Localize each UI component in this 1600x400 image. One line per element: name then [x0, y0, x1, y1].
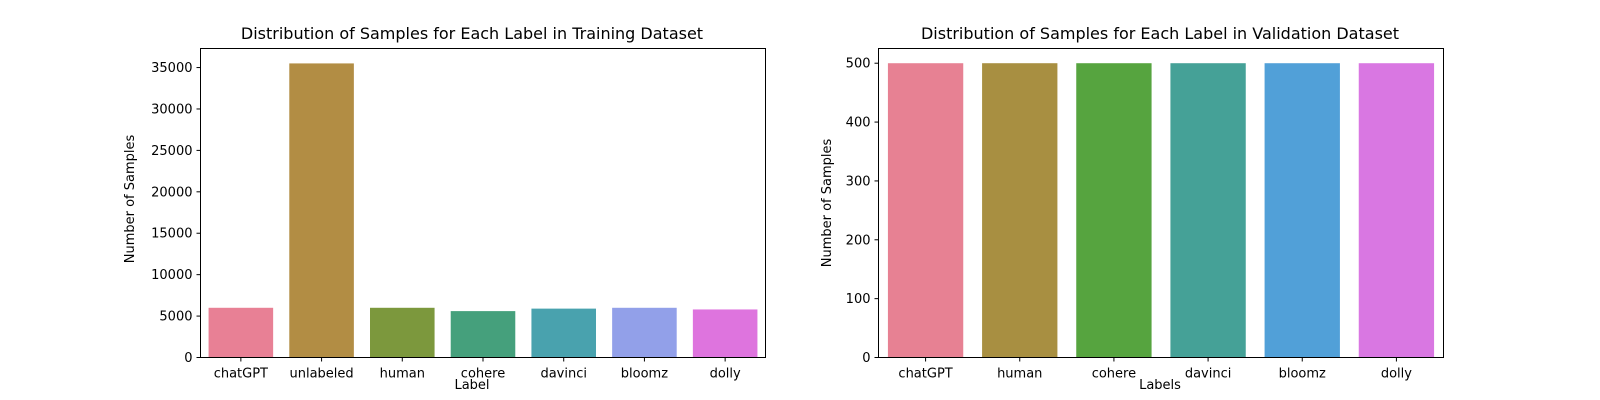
training-bar-dolly — [692, 309, 758, 358]
validation-x-tick-label: davinci — [1185, 367, 1232, 382]
validation-bar-human — [982, 63, 1058, 358]
training-x-tick-label: human — [380, 367, 425, 382]
validation-bar-bloomz — [1264, 63, 1340, 358]
validation-x-tick-label: bloomz — [1279, 367, 1326, 382]
training-plot-frame — [200, 48, 766, 358]
validation-x-tick-label: cohere — [1092, 367, 1136, 382]
validation-y-axis-label: Number of Samples — [820, 139, 835, 268]
validation-x-tick-label: dolly — [1381, 367, 1412, 382]
validation-y-tick-label: 400 — [846, 116, 871, 131]
validation-bar-davinci — [1170, 63, 1246, 358]
training-y-ticks: 0 5000 10000 15000 20000 25000 30000 35000 — [151, 61, 201, 366]
validation-bar-chatgpt — [887, 63, 964, 358]
training-bar-bloomz — [612, 307, 677, 358]
validation-y-tick-label: 500 — [846, 57, 871, 72]
validation-x-ticks: chatGPT human cohere davinci bloomz dolly — [898, 357, 1412, 382]
validation-chart: Distribution of Samples for Each Label i… — [820, 24, 1444, 393]
validation-y-tick-label: 300 — [846, 174, 871, 189]
training-y-tick-label: 35000 — [151, 61, 192, 76]
training-x-tick-label: cohere — [461, 367, 505, 382]
validation-y-tick-label: 100 — [846, 292, 871, 307]
validation-x-tick-label: human — [997, 367, 1042, 382]
validation-x-axis-label: Labels — [1139, 378, 1181, 393]
training-x-tick-label: dolly — [710, 367, 741, 382]
training-y-axis-label: Number of Samples — [123, 135, 138, 264]
training-bar-human — [370, 307, 435, 358]
validation-bar-cohere — [1076, 63, 1152, 358]
training-y-tick-label: 0 — [184, 351, 192, 366]
validation-y-tick-label: 0 — [862, 351, 870, 366]
training-x-tick-label: davinci — [540, 367, 587, 382]
validation-plot-frame — [878, 48, 1444, 358]
validation-x-tick-label: chatGPT — [898, 367, 952, 382]
validation-chart-title: Distribution of Samples for Each Label i… — [921, 24, 1399, 43]
training-y-tick-label: 20000 — [151, 185, 192, 200]
training-x-ticks: chatGPT unlabeled human cohere davinci bloomz… — [214, 357, 741, 382]
training-bar-chatgpt — [208, 307, 274, 358]
training-y-tick-label: 5000 — [159, 310, 192, 325]
training-x-tick-label: chatGPT — [214, 367, 268, 382]
training-x-tick-label: bloomz — [621, 367, 668, 382]
training-bars — [208, 63, 758, 358]
validation-y-tick-label: 200 — [846, 233, 871, 248]
validation-bar-dolly — [1358, 63, 1435, 358]
training-y-tick-label: 15000 — [151, 227, 192, 242]
training-chart: Distribution of Samples for Each Label i… — [123, 24, 766, 393]
training-x-tick-label: unlabeled — [289, 367, 353, 382]
validation-y-ticks: 0 100 200 300 400 500 — [846, 57, 879, 366]
training-chart-title: Distribution of Samples for Each Label i… — [241, 24, 703, 43]
training-bar-cohere — [450, 311, 516, 358]
training-y-tick-label: 30000 — [151, 102, 192, 117]
training-bar-unlabeled — [289, 63, 354, 358]
training-y-tick-label: 10000 — [151, 268, 192, 283]
training-x-axis-label: Label — [454, 378, 489, 393]
validation-bars — [887, 63, 1435, 358]
training-bar-davinci — [531, 308, 596, 358]
training-y-tick-label: 25000 — [151, 144, 192, 159]
